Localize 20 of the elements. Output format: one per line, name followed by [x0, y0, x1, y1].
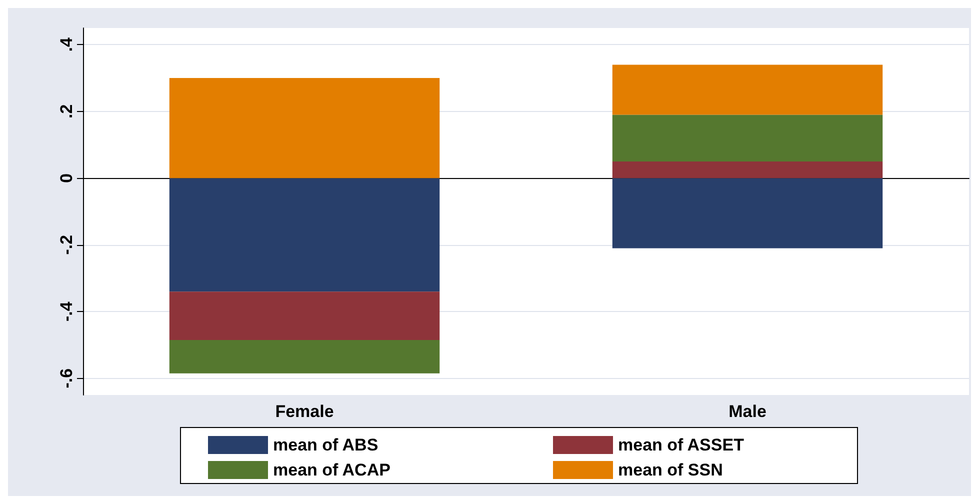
legend-label: mean of ASSET: [618, 436, 745, 454]
y-tick-label: 0: [57, 173, 76, 183]
bar: [612, 161, 883, 178]
y-tick-label: -.2: [57, 234, 76, 255]
bar: [612, 64, 883, 115]
bar: [612, 114, 883, 162]
legend-label: mean of ACAP: [273, 460, 390, 480]
bar: [169, 340, 440, 374]
y-tick-label: -.4: [57, 301, 76, 322]
legend-label: mean of ABS: [273, 436, 378, 454]
bar: [169, 178, 440, 292]
y-tick-label: .4: [57, 37, 76, 52]
bar: [612, 178, 883, 248]
y-tick-label: -.6: [57, 368, 76, 388]
bar: [169, 292, 440, 340]
x-tick-label: Male: [728, 402, 766, 421]
x-tick-label: Female: [275, 402, 334, 421]
bar: [169, 78, 440, 178]
y-tick-label: .2: [57, 104, 76, 119]
legend-label: mean of SSN: [618, 460, 723, 480]
